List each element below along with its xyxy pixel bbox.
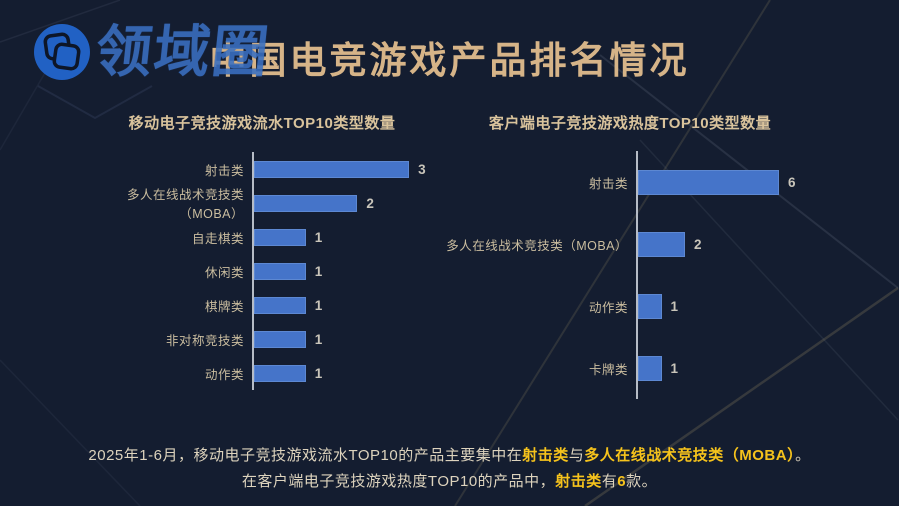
value-label: 2 [366,195,374,211]
chart-title: 移动电子竞技游戏流水TOP10类型数量 [128,115,396,132]
bar-zone: 1 [252,220,452,254]
category-label: 射击类 [204,163,244,178]
brand-logo: 领域圈 [32,20,274,83]
value-label: 1 [314,297,323,313]
page-title: 中国电竞游戏产品排名情况 [209,40,690,81]
bar [638,293,662,319]
chart-client-heat-top10: 客户端电子竞技游戏热度TOP10类型数量 射击类 6 多人在线战术竞技类（MOBA）… [430,112,830,399]
summary-caption-line2: 在客户端电子竞技游戏热度TOP10的产品中，射击类有6款。 [0,469,899,495]
caption-text: 在客户端电子竞技游戏热度TOP10的产品中， [241,473,556,490]
value-label: 3 [418,161,426,177]
chart-plot-area: 射击类 6 多人在线战术竞技类（MOBA） 2 动作类 1 卡牌类 1 [430,151,830,399]
bar [254,228,306,246]
category-label: 射击类 [588,176,628,191]
value-label: 1 [314,331,323,347]
category-label: 动作类 [588,300,628,315]
chart-row: 自走棋类 1 [72,220,452,254]
bar-zone: 1 [636,275,830,337]
chart-title: 客户端电子竞技游戏热度TOP10类型数量 [488,115,772,132]
bar-zone: 3 [252,152,452,186]
bar [638,355,662,381]
brand-logo-icon [34,24,90,80]
caption-highlight: 射击类 [555,473,602,490]
caption-highlight: 6 [617,473,627,490]
value-label: 1 [314,229,323,245]
value-label: 1 [314,365,323,381]
chart-row: 卡牌类 1 [430,337,830,399]
chart-row: 动作类 1 [430,275,830,337]
value-label: 6 [788,174,796,190]
bar [254,364,306,382]
caption-text: 款。 [626,473,658,490]
value-label: 1 [670,298,679,314]
category-label: 动作类 [204,367,244,382]
chart-row: 多人在线战术竞技类（MOBA） 2 [72,186,452,221]
category-label: 休闲类 [204,265,244,280]
bar-zone: 2 [636,213,830,275]
chart-row: 休闲类 1 [72,254,452,288]
category-label: 自走棋类 [191,231,244,246]
brand-logo-text: 领域圈 [92,20,274,83]
bar [254,296,306,314]
caption-text: 与 [568,447,585,464]
value-label: 1 [314,263,323,279]
bar [254,330,306,348]
bar-zone: 1 [636,337,830,399]
bar-zone: 2 [252,186,452,220]
bar-zone: 1 [252,322,452,356]
summary-caption-line1: 2025年1-6月，移动电子竞技游戏流水TOP10的产品主要集中在射击类与多人在… [0,443,899,469]
chart-row: 非对称竞技类 1 [72,322,452,356]
bar [254,194,358,212]
chart-row: 棋牌类 1 [72,288,452,322]
bar [254,160,410,178]
category-label: 卡牌类 [588,362,628,377]
chart-row: 动作类 1 [72,356,452,390]
chart-row: 射击类 3 [72,152,452,186]
caption-highlight: 多人在线战术竞技类（MOBA） [584,447,796,464]
chart-row: 射击类 6 [430,151,830,213]
bar [638,231,685,257]
bar-zone: 1 [252,288,452,322]
bar-zone: 6 [636,151,830,213]
category-label: 棋牌类 [204,299,244,314]
caption-text: 。 [795,447,811,464]
caption-highlight: 射击类 [522,447,569,464]
chart-mobile-revenue-top10: 移动电子竞技游戏流水TOP10类型数量 射击类 3 多人在线战术竞技类（MOBA） 2… [72,112,452,390]
category-label: 非对称竞技类 [165,333,244,348]
category-label: 多人在线战术竞技类（MOBA） [446,238,628,253]
bar-zone: 1 [252,356,452,390]
value-label: 2 [694,236,702,252]
chart-plot-area: 射击类 3 多人在线战术竞技类（MOBA） 2 自走棋类 1 休闲类 1 棋牌类 1 非对称竞技类 1… [72,152,452,390]
bar [254,262,306,280]
category-label: 多人在线战术竞技类（MOBA） [126,188,244,221]
bar-zone: 1 [252,254,452,288]
bar [638,169,779,195]
summary-caption: 2025年1-6月，移动电子竞技游戏流水TOP10的产品主要集中在射击类与多人在… [0,443,899,495]
value-label: 1 [670,360,679,376]
caption-text: 2025年1-6月，移动电子竞技游戏流水TOP10的产品主要集中在 [88,447,523,464]
chart-row: 多人在线战术竞技类（MOBA） 2 [430,213,830,275]
caption-text: 有 [601,473,618,490]
